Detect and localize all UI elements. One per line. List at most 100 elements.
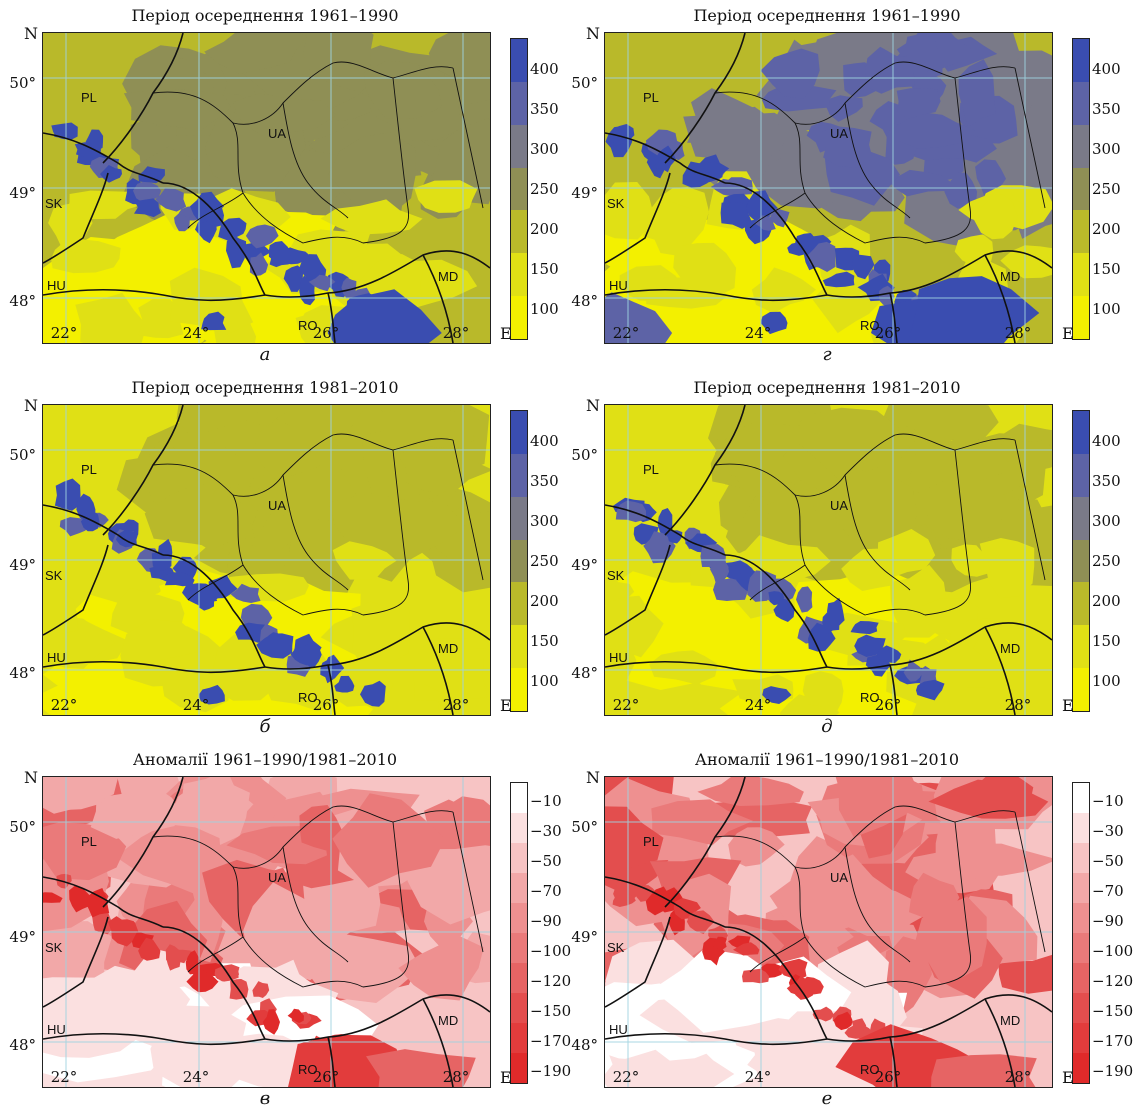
colorbar	[510, 782, 528, 1084]
contour-region	[916, 480, 1002, 541]
lon-tick: 24°	[744, 324, 772, 342]
colorbar-swatch	[511, 903, 527, 933]
contour-region	[362, 429, 421, 517]
anomaly-region	[909, 872, 960, 919]
contour-region	[43, 585, 79, 644]
colorbar-swatch	[511, 582, 527, 626]
country-borders	[43, 405, 490, 715]
anomaly-region	[227, 1033, 312, 1087]
colorbar-swatch	[511, 296, 527, 339]
highland-region	[850, 621, 879, 635]
colorbar-tick: −120	[530, 972, 572, 990]
highland-region	[269, 241, 291, 268]
contour-region	[605, 579, 635, 606]
colorbar-tick: 150	[530, 632, 559, 650]
colorbar	[510, 410, 528, 712]
colorbar-tick: 150	[1092, 632, 1121, 650]
colorbar	[1072, 410, 1090, 712]
contour-region	[890, 111, 976, 149]
highland-region	[226, 233, 247, 269]
colorbar-tick: 200	[530, 220, 559, 238]
colorbar-swatch	[511, 668, 527, 711]
lon-tick: 28°	[1004, 324, 1032, 342]
colorbar-tick: 300	[530, 512, 559, 530]
north-label: N	[24, 24, 38, 43]
panel-title: Період осереднення 1961–1990	[131, 6, 399, 25]
contour-region	[328, 132, 416, 216]
country-label-hu: HU	[47, 1022, 66, 1037]
country-label-ro: RO	[860, 690, 880, 705]
colorbar-tick: −190	[1092, 1062, 1134, 1080]
lat-tick: 50°	[9, 446, 36, 464]
country-label-md: MD	[1000, 1013, 1020, 1028]
highland-region	[54, 478, 81, 511]
anomaly-region	[252, 981, 270, 998]
map-svg: PL UA SK HU MD RO	[43, 405, 490, 715]
anomaly-region	[214, 966, 239, 982]
map-area: PL UA SK HU MD RO	[604, 404, 1053, 716]
contour-region	[204, 33, 308, 74]
country-label-hu: HU	[609, 278, 628, 293]
lon-tick: 28°	[1004, 696, 1032, 714]
colorbar-swatch	[1073, 39, 1089, 82]
country-label-ua: UA	[830, 126, 848, 141]
colorbar-swatch	[1073, 582, 1089, 626]
colorbar-tick: −100	[530, 942, 572, 960]
highland-region	[612, 124, 635, 146]
country-label-pl: PL	[81, 90, 97, 105]
contour-region	[958, 59, 996, 128]
highland-region	[754, 215, 776, 231]
country-label-sk: SK	[607, 940, 625, 955]
colorbar-tick: 350	[530, 100, 559, 118]
highland-region	[796, 586, 813, 613]
country-label-ua: UA	[268, 126, 286, 141]
anomaly-region	[799, 976, 824, 995]
lon-tick: 28°	[442, 696, 470, 714]
contour-region	[951, 544, 991, 577]
lon-tick: 24°	[744, 696, 772, 714]
country-label-hu: HU	[609, 1022, 628, 1037]
highland-region	[806, 241, 836, 272]
highland-region	[138, 166, 165, 184]
colorbar-swatch	[511, 539, 527, 583]
contour-region	[896, 88, 941, 119]
contour-region	[973, 628, 1052, 671]
contour-region	[796, 407, 915, 480]
colorbar-tick: 100	[1092, 300, 1121, 318]
highland-region	[878, 285, 895, 307]
colorbar-swatch	[1073, 843, 1089, 873]
country-label-sk: SK	[607, 568, 625, 583]
panel-title: Період осереднення 1981–2010	[131, 378, 399, 397]
contour-region	[428, 33, 490, 80]
country-label-md: MD	[1000, 269, 1020, 284]
panel-title: Аномалії 1961–1990/1981–2010	[132, 750, 398, 769]
country-borders	[43, 33, 490, 343]
colorbar-swatch	[1073, 81, 1089, 125]
country-label-ro: RO	[860, 1062, 880, 1077]
east-label: E	[500, 324, 512, 343]
colorbar-swatch	[1073, 783, 1089, 813]
lat-tick: 49°	[9, 184, 36, 202]
lat-tick: 49°	[9, 556, 36, 574]
lat-tick: 50°	[9, 74, 36, 92]
highland-region	[719, 177, 753, 196]
anomaly-region	[778, 958, 808, 980]
highland-region	[334, 675, 355, 693]
north-label: N	[586, 396, 600, 415]
colorbar-tick: −190	[530, 1062, 572, 1080]
highland-region	[903, 659, 923, 682]
anomaly-region	[742, 968, 770, 984]
country-label-pl: PL	[81, 462, 97, 477]
lat-tick: 48°	[571, 292, 598, 310]
contour-region	[877, 529, 936, 578]
anomaly-region	[243, 882, 346, 981]
colorbar-swatch	[511, 813, 527, 843]
country-borders	[605, 405, 1052, 715]
anomaly-region	[673, 898, 701, 920]
colorbar-tick: 100	[530, 672, 559, 690]
anomaly-region	[712, 936, 727, 950]
colorbar-swatch	[1073, 963, 1089, 993]
lon-tick: 22°	[612, 1068, 640, 1086]
colorbar-swatch	[511, 843, 527, 873]
colorbar-swatch	[1073, 210, 1089, 254]
